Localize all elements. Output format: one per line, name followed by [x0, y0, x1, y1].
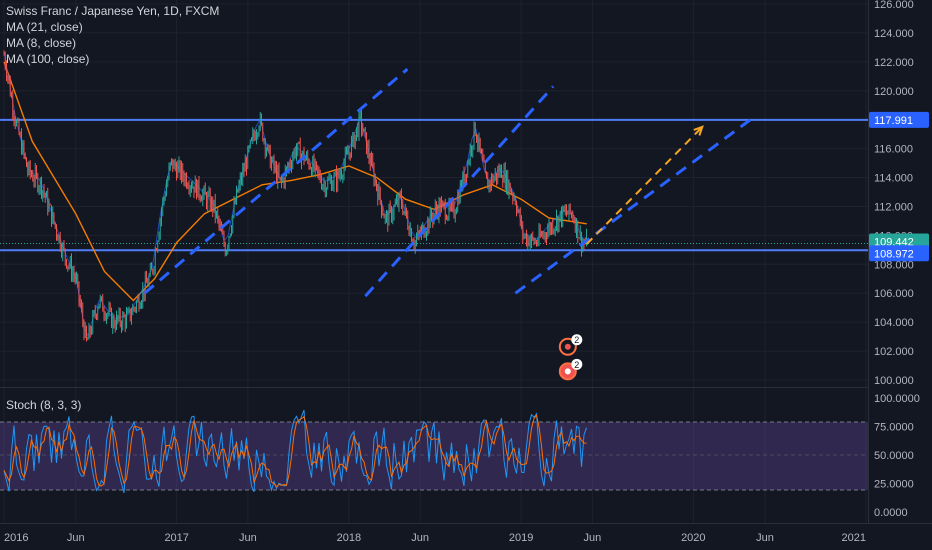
price-axis-bg[interactable] [868, 0, 932, 523]
stoch-lines [3, 409, 587, 494]
price-tick-label: 122.000 [874, 57, 914, 69]
event-markers[interactable]: 22 [558, 334, 583, 381]
price-tick-label: 112.000 [874, 201, 913, 213]
stoch-tick-label: 75.0000 [874, 422, 914, 434]
stoch-tick-label: 25.0000 [874, 479, 914, 491]
stoch-k-line [3, 409, 587, 494]
stoch-title[interactable]: Stoch (8, 3, 3) [6, 398, 82, 412]
legend-main: Swiss Franc / Japanese Yen, 1D, FXCM MA … [6, 3, 219, 67]
horizontal-levels[interactable] [0, 118, 868, 252]
stoch-axis[interactable]: 0.0000 25.0000 50.0000 75.0000 100.0000 [874, 393, 920, 519]
event-marker-count: 2 [574, 360, 579, 370]
legend-stoch: Stoch (8, 3, 3) [6, 397, 81, 413]
indicator-ma-8[interactable]: MA (8, close) [6, 36, 77, 50]
indicator-ma-100[interactable]: MA (100, close) [6, 52, 90, 66]
price-tick-label: 104.000 [874, 317, 914, 329]
stoch-tick-label: 50.0000 [874, 450, 914, 462]
price-tag-label: 117.991 [874, 115, 913, 127]
price-tick-label: 100.000 [874, 375, 914, 387]
stoch-tick-label: 0.0000 [874, 507, 908, 519]
trend-line [143, 67, 409, 295]
ma-line [3, 61, 587, 302]
time-tick-label: 2018 [337, 532, 361, 544]
indicator-ma-21[interactable]: MA (21, close) [6, 20, 83, 34]
stoch-d-line [3, 414, 587, 488]
price-tick-label: 120.000 [874, 86, 914, 98]
trend-lines[interactable] [143, 67, 752, 298]
price-tag: 108.972 [869, 245, 929, 262]
stoch-tick-label: 100.0000 [874, 393, 920, 405]
event-marker-count: 2 [574, 335, 579, 345]
price-tick-label: 116.000 [874, 144, 913, 156]
time-tick-label: 2020 [681, 532, 705, 544]
price-tag: 117.991 [869, 111, 929, 128]
time-tick-label: 2016 [4, 532, 28, 544]
event-marker: 2 [558, 358, 583, 381]
time-tick-label: 2021 [842, 532, 866, 544]
price-tick-label: 126.000 [874, 0, 914, 11]
chart-title[interactable]: Swiss Franc / Japanese Yen, 1D, FXCM [6, 4, 220, 18]
price-tick-label: 108.000 [874, 259, 914, 271]
time-tick-label: Jun [67, 532, 85, 544]
time-tick-label: Jun [239, 532, 257, 544]
candle-series [3, 50, 587, 342]
time-tick-label: 2017 [164, 532, 188, 544]
time-tick-label: Jun [583, 532, 601, 544]
trend-line [514, 118, 752, 295]
time-tick-label: Jun [756, 532, 774, 544]
time-tick-label: 2019 [509, 532, 533, 544]
stoch-band-fill [0, 422, 868, 490]
time-tick-label: Jun [411, 532, 429, 544]
stochastic-pane[interactable] [0, 409, 868, 494]
price-tick-label: 114.000 [874, 173, 913, 185]
event-marker: 2 [558, 334, 583, 356]
price-tick-label: 106.000 [874, 288, 914, 300]
price-tick-label: 102.000 [874, 346, 914, 358]
price-tag-label: 108.972 [874, 248, 914, 260]
time-axis[interactable]: 2016 Jun 2017 Jun 2018 Jun 2019 Jun 2020 Jun 2021 [4, 532, 866, 544]
price-tick-label: 124.000 [874, 28, 914, 40]
trend-line [364, 85, 555, 298]
projection-arrow-head [693, 125, 704, 136]
